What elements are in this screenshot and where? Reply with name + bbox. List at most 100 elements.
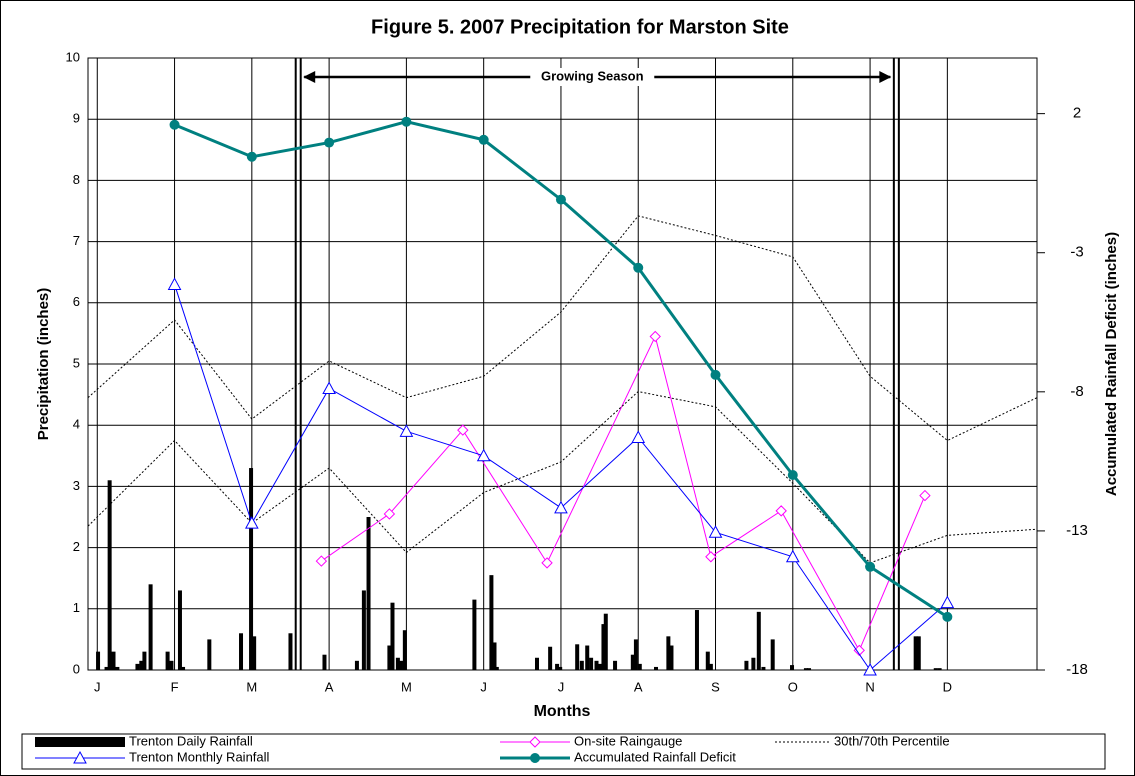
bar bbox=[104, 666, 109, 670]
point bbox=[775, 505, 787, 517]
bar bbox=[207, 639, 212, 670]
y-tick-label: 10 bbox=[66, 49, 80, 64]
bar bbox=[492, 642, 497, 670]
bar bbox=[637, 663, 642, 670]
point bbox=[541, 557, 553, 569]
bar bbox=[165, 651, 170, 670]
bar bbox=[598, 663, 603, 670]
point bbox=[401, 116, 412, 127]
bar bbox=[770, 639, 775, 670]
bar bbox=[181, 666, 186, 670]
season-label: Growing Season bbox=[541, 68, 644, 83]
y2-tick-label: -8 bbox=[1070, 383, 1083, 400]
y-tick-label: 4 bbox=[73, 417, 80, 432]
point bbox=[554, 500, 568, 514]
point bbox=[399, 424, 414, 437]
legend-marker bbox=[529, 736, 541, 748]
point bbox=[322, 381, 336, 394]
y-tick-label: 5 bbox=[73, 355, 80, 370]
y2-tick-label: -3 bbox=[1070, 244, 1083, 261]
bar bbox=[494, 666, 499, 670]
point bbox=[705, 551, 717, 563]
bar bbox=[594, 660, 599, 670]
y2-tick-label: -13 bbox=[1066, 522, 1088, 539]
point bbox=[478, 134, 489, 145]
x-tick-label: A bbox=[634, 679, 643, 694]
x-tick-label: S bbox=[711, 679, 720, 694]
point bbox=[457, 424, 469, 436]
bar bbox=[387, 645, 392, 670]
point bbox=[863, 662, 877, 676]
y-tick-label: 6 bbox=[73, 294, 80, 309]
point bbox=[555, 194, 566, 205]
plot-border bbox=[87, 57, 1038, 671]
y-tick-label: 8 bbox=[73, 172, 80, 187]
point bbox=[631, 430, 646, 443]
x-tick-label: O bbox=[788, 679, 798, 694]
bar bbox=[579, 660, 584, 670]
point bbox=[383, 508, 396, 520]
y-tick-label: 2 bbox=[73, 539, 80, 554]
bar bbox=[361, 590, 366, 670]
bar bbox=[803, 668, 808, 670]
legend-marker bbox=[530, 753, 540, 763]
x-tick-label: N bbox=[865, 679, 874, 694]
point bbox=[919, 489, 931, 502]
bar bbox=[916, 636, 921, 670]
point bbox=[865, 561, 876, 572]
y-tick-label: 3 bbox=[73, 478, 80, 493]
bar bbox=[937, 668, 942, 670]
point bbox=[476, 448, 491, 462]
y-tick-label: 9 bbox=[73, 111, 80, 126]
y-tick-label: 1 bbox=[73, 600, 80, 615]
bar bbox=[169, 660, 174, 670]
bar bbox=[148, 584, 153, 670]
point bbox=[244, 516, 259, 529]
bar bbox=[705, 651, 710, 670]
point bbox=[785, 549, 800, 563]
legend-marker bbox=[73, 750, 87, 764]
point bbox=[708, 525, 723, 538]
bar bbox=[761, 666, 766, 670]
bar bbox=[669, 645, 674, 670]
bar bbox=[395, 657, 400, 670]
x-tick-label: D bbox=[943, 679, 952, 694]
bar bbox=[589, 657, 594, 670]
point bbox=[710, 369, 721, 380]
point bbox=[169, 119, 180, 130]
bar bbox=[633, 639, 638, 670]
point bbox=[787, 469, 798, 480]
bar bbox=[96, 651, 101, 670]
bar bbox=[398, 660, 403, 670]
bar bbox=[654, 666, 659, 670]
x-axis-label: Months bbox=[534, 703, 591, 720]
bar bbox=[366, 517, 371, 670]
point bbox=[324, 137, 335, 148]
bar bbox=[694, 610, 699, 670]
bar bbox=[744, 660, 749, 670]
bar bbox=[603, 613, 608, 670]
bar bbox=[142, 651, 147, 670]
x-tick-label: J bbox=[558, 679, 565, 694]
bar bbox=[322, 654, 327, 670]
x-tick-label: F bbox=[171, 679, 179, 694]
bar bbox=[135, 663, 140, 670]
x-tick-label: M bbox=[401, 679, 412, 694]
bar bbox=[115, 666, 120, 670]
x-tick-label: J bbox=[94, 679, 101, 694]
chart-title: Figure 5. 2007 Precipitation for Marston… bbox=[371, 16, 789, 38]
legend-swatch bbox=[35, 737, 125, 747]
bar bbox=[575, 644, 580, 670]
bar bbox=[177, 590, 182, 670]
bar bbox=[807, 668, 812, 670]
legend-label: 30th/70th Percentile bbox=[834, 733, 950, 748]
point bbox=[940, 595, 955, 609]
bar bbox=[913, 636, 918, 670]
y-tick-label: 7 bbox=[73, 233, 80, 248]
x-tick-label: J bbox=[480, 679, 487, 694]
bar bbox=[613, 660, 618, 670]
y-tick-label: 0 bbox=[73, 661, 80, 676]
series-line bbox=[87, 215, 1038, 442]
